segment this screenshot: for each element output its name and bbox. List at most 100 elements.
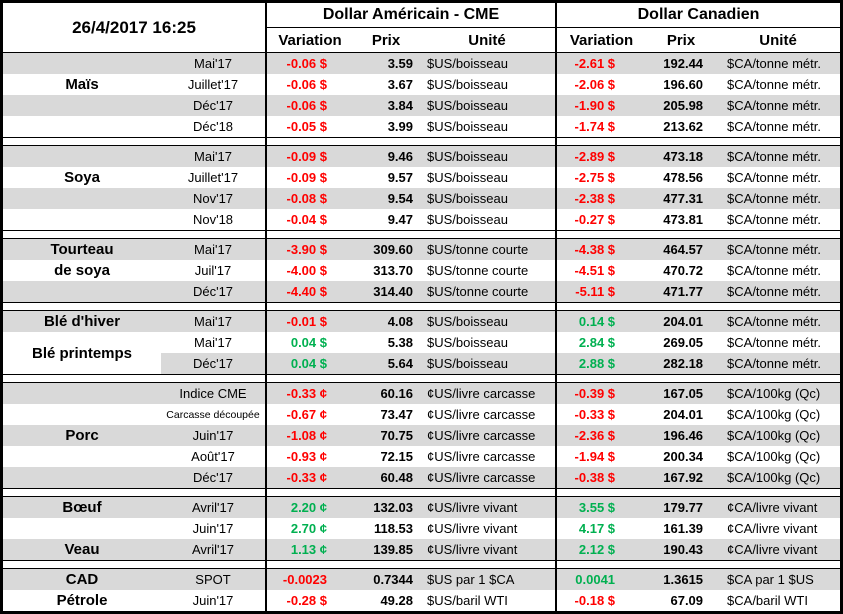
contract-cell: Juin'17 <box>192 521 234 536</box>
us-variation-cell: -0.09 $ <box>265 145 353 167</box>
ca-unit-cell: $CA/100kg (Qc) <box>727 407 821 422</box>
group-cell <box>3 518 161 539</box>
ca-unit-cell: $CA/tonne métr. <box>727 56 821 71</box>
ca-variation-cell: -0.33 $ <box>555 404 647 425</box>
group-cell <box>3 146 161 168</box>
us-variation-cell: -1.08 ¢ <box>265 425 353 446</box>
section-separator-cell <box>264 488 557 497</box>
section-separator-cell <box>264 230 557 239</box>
ca-unit-cell: ¢CA/livre vivant <box>727 521 818 536</box>
table-row: Mai'17 -0.09 $ 9.46 $US/boisseau -2.89 $ 473.… <box>3 145 841 168</box>
section-separator <box>3 374 841 383</box>
table-row: Déc'17 -4.40 $ 314.40 $US/tonne courte -5.11… <box>3 281 841 303</box>
contract-cell: Indice CME <box>179 386 247 401</box>
contract-cell: Mai'17 <box>194 56 232 71</box>
us-price-cell: 9.46 <box>387 149 413 164</box>
section-separator-cell <box>555 560 841 569</box>
us-variation-cell: -0.67 ¢ <box>265 404 353 425</box>
group-cell <box>3 404 161 425</box>
ca-variation-cell: 2.84 $ <box>555 332 647 353</box>
group-cell <box>3 53 161 75</box>
group-cell <box>3 95 161 116</box>
ca-unit-cell: $CA/100kg (Qc) <box>727 428 821 443</box>
ca-variation-cell: -1.90 $ <box>555 95 647 116</box>
ca-unit-cell: $CA/tonne métr. <box>727 212 821 227</box>
section-separator <box>3 137 841 146</box>
ca-price-cell: 473.81 <box>663 212 704 227</box>
ca-price-cell: 464.57 <box>663 242 704 257</box>
us-unit-cell: ¢US/livre vivant <box>427 521 518 536</box>
ca-unit-cell: $CA/tonne métr. <box>727 119 821 134</box>
section-separator-cell <box>3 560 266 569</box>
contract-cell: Juin'17 <box>192 593 234 608</box>
contract-cell: Déc'17 <box>192 98 234 113</box>
section-separator-cell <box>264 560 557 569</box>
ca-variation-cell: -0.39 $ <box>555 382 647 404</box>
group-cell <box>3 116 161 138</box>
contract-cell: Déc'17 <box>192 470 234 485</box>
us-price-cell: 49.28 <box>380 593 413 608</box>
us-variation-cell: -0.08 $ <box>265 188 353 209</box>
contract-cell: Mai'17 <box>194 335 232 350</box>
contract-cell: Juillet'17 <box>187 170 239 185</box>
contract-cell: Déc'18 <box>192 119 234 134</box>
ca-variation-cell: -0.38 $ <box>555 467 647 489</box>
group-cell <box>3 383 161 405</box>
table-row: de soya Juil'17 -4.00 $ 313.70 $US/tonne cou… <box>3 260 841 281</box>
us-price-cell: 72.15 <box>380 449 413 464</box>
section-separator-cell <box>264 137 557 146</box>
us-price-cell: 9.54 <box>387 191 413 206</box>
group-cell: Blé printemps <box>3 332 161 375</box>
section-separator-cell <box>3 137 266 146</box>
ca-price-cell: 196.46 <box>663 428 704 443</box>
table-row: Août'17 -0.93 ¢ 72.15 ¢US/livre carcasse -1.… <box>3 446 841 467</box>
us-variation-cell: -0.93 ¢ <box>265 446 353 467</box>
us-price-cell: 4.08 <box>387 314 413 329</box>
ca-variation-cell: -4.38 $ <box>555 238 647 260</box>
usd-prix-header: Prix <box>353 27 419 53</box>
us-variation-cell: -0.06 $ <box>265 95 353 116</box>
group-cell <box>3 281 161 303</box>
us-variation-cell: -0.09 $ <box>265 167 353 188</box>
ca-price-cell: 167.05 <box>663 386 704 401</box>
us-price-cell: 9.57 <box>387 170 413 185</box>
section-separator <box>3 230 841 239</box>
section-separator-cell <box>3 230 266 239</box>
ca-unit-cell: $CA/baril WTI <box>727 593 808 608</box>
section-separator-cell <box>555 230 841 239</box>
ca-price-cell: 161.39 <box>663 521 704 536</box>
ca-unit-cell: $CA/tonne métr. <box>727 149 821 164</box>
table-row: Déc'17 -0.33 ¢ 60.48 ¢US/livre carcasse -0.3… <box>3 467 841 489</box>
ca-variation-cell: -2.61 $ <box>555 52 647 74</box>
commodity-price-table: 26/4/2017 16:25 Dollar Américain - CME D… <box>3 3 841 611</box>
us-price-cell: 60.16 <box>380 386 413 401</box>
table-row: Pétrole Juin'17 -0.28 $ 49.28 $US/baril WTI -… <box>3 590 841 611</box>
us-unit-cell: ¢US/livre carcasse <box>427 386 536 401</box>
ca-price-cell: 1.3615 <box>663 572 704 587</box>
contract-cell: Déc'17 <box>192 284 234 299</box>
ca-price-cell: 192.44 <box>663 56 704 71</box>
table-row: Blé d'hiver Mai'17 -0.01 $ 4.08 $US/boisseau… <box>3 310 841 332</box>
ca-variation-cell: -5.11 $ <box>555 281 647 303</box>
ca-variation-cell: -2.89 $ <box>555 145 647 167</box>
ca-price-cell: 204.01 <box>663 314 704 329</box>
ca-variation-cell: 4.17 $ <box>555 518 647 539</box>
us-unit-cell: $US/tonne courte <box>427 263 529 278</box>
us-variation-cell: 0.04 $ <box>265 353 353 375</box>
us-price-cell: 73.47 <box>380 407 413 422</box>
ca-unit-cell: $CA/tonne métr. <box>727 77 821 92</box>
contract-cell: Mai'17 <box>194 149 232 164</box>
ca-variation-cell: -2.38 $ <box>555 188 647 209</box>
us-price-cell: 118.53 <box>373 521 413 536</box>
table-row: Tourteau Mai'17 -3.90 $ 309.60 $US/tonne cou… <box>3 238 841 260</box>
ca-variation-cell: -2.75 $ <box>555 167 647 188</box>
us-variation-cell: 2.20 ¢ <box>265 496 353 518</box>
group-cell: CAD <box>65 571 99 588</box>
header-row-titles: 26/4/2017 16:25 Dollar Américain - CME D… <box>3 3 841 53</box>
us-unit-cell: ¢US/livre carcasse <box>427 449 536 464</box>
group-cell: Veau <box>64 541 100 558</box>
ca-price-cell: 473.18 <box>663 149 704 164</box>
us-unit-cell: ¢US/livre carcasse <box>427 407 536 422</box>
us-unit-cell: $US/tonne courte <box>427 242 529 257</box>
cad-section-title: Dollar Canadien <box>555 3 841 28</box>
